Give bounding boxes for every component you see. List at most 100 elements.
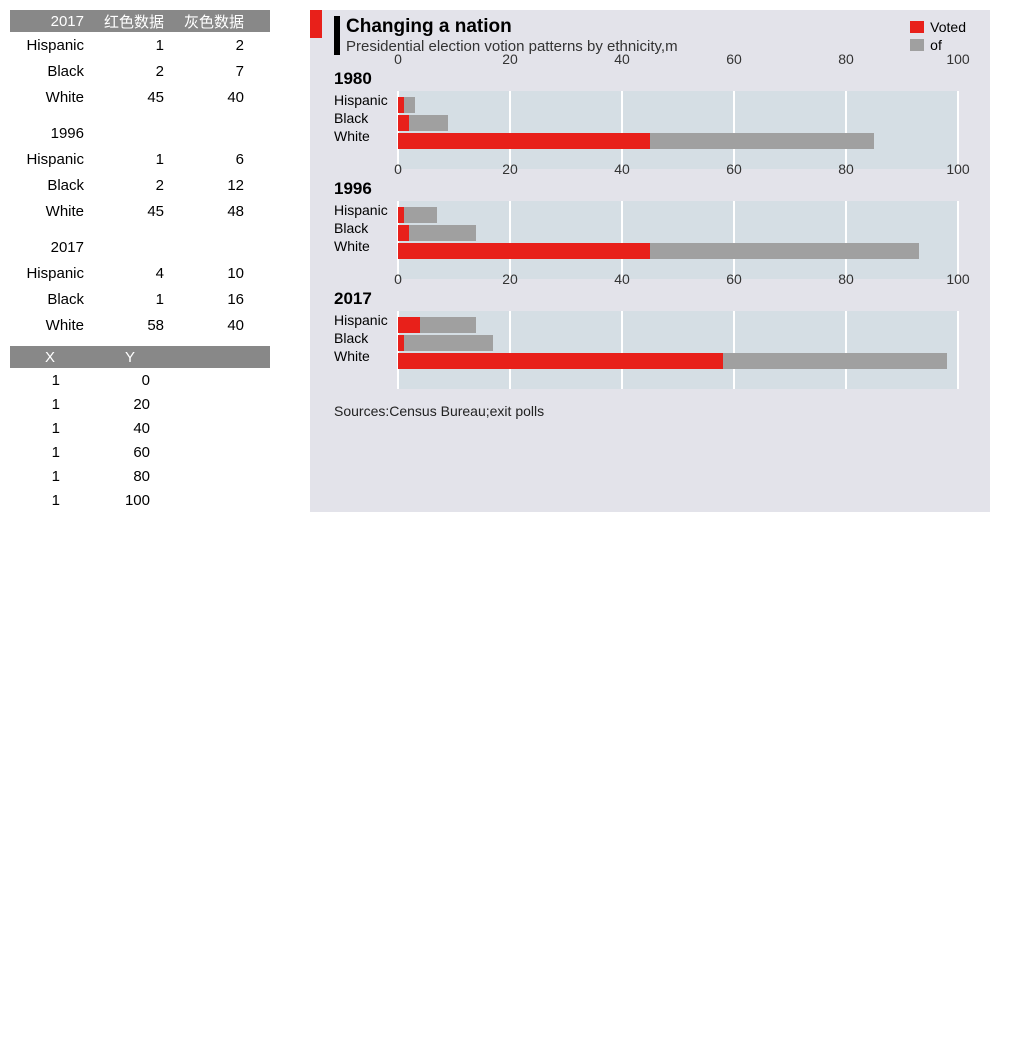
xy-row: 140 [10,416,270,440]
chart-group: 1996020406080100HispanicBlackWhite [334,179,972,279]
bar-segment-grey [650,243,919,259]
gridline [733,311,735,389]
header-col1: 2017 [10,13,90,30]
gridline [845,91,847,169]
table-cell-label: White [10,89,90,106]
bar-segment-grey [404,335,494,351]
axis-tick-label: 40 [614,51,630,67]
table-cell-grey: 6 [170,151,250,168]
table-cell-red: 58 [90,317,170,334]
bar-row [398,243,919,259]
table-row: Black116 [10,286,270,312]
table-cell-label: White [10,317,90,334]
chart-group: 1980020406080100HispanicBlackWhite [334,69,972,169]
table-row: Hispanic16 [10,146,270,172]
group-year-label: 1980 [334,69,972,89]
row-label: Black [334,109,398,127]
bar-row [398,317,476,333]
axis-tick-label: 40 [614,161,630,177]
table-cell-grey: 40 [170,89,250,106]
table-cell-red: 2 [90,63,170,80]
xy-cell-y: 80 [90,468,170,485]
table-year-row: 2017 [10,234,270,260]
table-cell-grey: 48 [170,203,250,220]
axis-tick-label: 0 [394,161,402,177]
table-cell-grey: 16 [170,291,250,308]
xy-table-body: 101201401601801100 [10,368,270,512]
table-cell-label: Hispanic [10,37,90,54]
left-column: 2017 红色数据 灰色数据 Hispanic12Black27White454… [10,10,270,512]
row-labels: HispanicBlackWhite [334,311,398,365]
bar-row [398,225,476,241]
xy-cell-y: 60 [90,444,170,461]
bar-row [398,115,448,131]
plot-area [398,311,958,389]
legend-swatch-grey [910,39,924,51]
bar-segment-grey [723,353,947,369]
table-cell-label: Black [10,63,90,80]
group-year-label: 2017 [334,289,972,309]
table-year-row: 1996 [10,120,270,146]
gridline [509,201,511,279]
bar-row [398,97,415,113]
table-cell-grey: 7 [170,63,250,80]
axis-tick-label: 40 [614,271,630,287]
axis-tick-label: 0 [394,51,402,67]
table-row: Black27 [10,58,270,84]
group-year-label: 1996 [334,179,972,199]
xy-cell-x: 1 [10,444,90,461]
legend-swatch-red [910,21,924,33]
xy-cell-y: 0 [90,372,170,389]
xy-cell-y: 40 [90,420,170,437]
chart-sources: Sources:Census Bureau;exit polls [334,403,990,419]
row-labels: HispanicBlackWhite [334,91,398,145]
gridline [621,201,623,279]
gridline [733,201,735,279]
table-cell-red: 1 [90,151,170,168]
header-col2: 红色数据 [90,11,170,32]
title-bar-icon [334,16,340,55]
axis-tick-label: 0 [394,271,402,287]
table-row: White5840 [10,312,270,338]
bar-segment-grey [404,207,438,223]
axis-tick-label: 80 [838,51,854,67]
table-row: Hispanic12 [10,32,270,58]
table-cell-red: 4 [90,265,170,282]
table-year-label: 1996 [10,125,90,142]
xy-row: 180 [10,464,270,488]
table-cell-label: Hispanic [10,151,90,168]
row-label: White [334,237,398,255]
row-label: Hispanic [334,311,398,329]
bar-segment-red [398,243,650,259]
gridline [957,201,959,279]
bar-row [398,353,947,369]
plot-area [398,201,958,279]
axis-tick-label: 60 [726,271,742,287]
row-label: White [334,127,398,145]
row-label: White [334,347,398,365]
header-col3: 灰色数据 [170,11,250,32]
gridline [621,91,623,169]
data-table-header: 2017 红色数据 灰色数据 [10,10,270,32]
xy-cell-x: 1 [10,396,90,413]
row-labels: HispanicBlackWhite [334,201,398,255]
xy-header-y: Y [90,349,170,366]
axis-tick-label: 20 [502,161,518,177]
gridline [621,311,623,389]
axis-tick-label: 60 [726,51,742,67]
table-cell-red: 45 [90,89,170,106]
xy-cell-x: 1 [10,372,90,389]
bar-row [398,335,493,351]
table-cell-grey: 2 [170,37,250,54]
chart-groups: 1980020406080100HispanicBlackWhite199602… [310,69,990,389]
chart-panel: Changing a nation Presidential election … [310,10,990,512]
table-cell-label: Hispanic [10,265,90,282]
table-cell-grey: 12 [170,177,250,194]
bar-segment-grey [650,133,874,149]
xy-header-x: X [10,349,90,366]
bar-segment-red [398,115,409,131]
xy-cell-y: 100 [90,492,170,509]
table-row: White4548 [10,198,270,224]
bar-segment-grey [420,317,476,333]
bar-segment-red [398,133,650,149]
